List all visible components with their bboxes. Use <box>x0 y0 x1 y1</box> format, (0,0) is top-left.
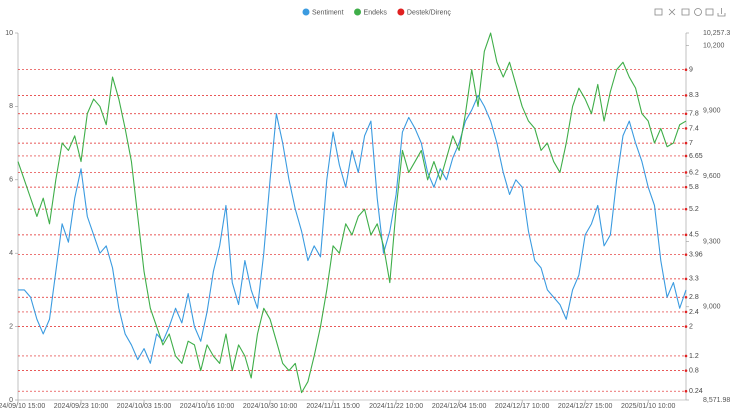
y2-tick-label: 8,571.98 <box>703 397 730 404</box>
x-tick-label: 2024/12/04 15:00 <box>432 403 487 410</box>
x-tick-label: 2024/12/17 10:00 <box>495 403 550 410</box>
reference-end <box>684 295 688 299</box>
y-tick-label: 4 <box>9 250 13 257</box>
reference-end <box>684 369 688 372</box>
reference-end <box>684 127 688 130</box>
refresh-icon[interactable] <box>694 8 702 16</box>
y2-tick-label: 9,000 <box>703 304 721 311</box>
zoom-reset-icon[interactable] <box>668 8 676 16</box>
reference-label: 7.8 <box>689 111 699 118</box>
reference-end <box>684 68 688 71</box>
x-tick-label: 2024/10/03 15:00 <box>117 403 172 410</box>
y-tick-label: 2 <box>9 323 13 330</box>
restore-icon[interactable] <box>681 8 690 16</box>
reference-label: 9 <box>689 67 693 74</box>
legend-label: Endeks <box>364 9 388 16</box>
reference-label: 2.4 <box>689 309 699 316</box>
reference-label: 5.8 <box>689 184 699 191</box>
zoom-icon[interactable] <box>654 8 663 16</box>
legend-label: Sentiment <box>312 9 344 16</box>
y-tick-label: 0 <box>9 397 13 404</box>
series-line <box>18 94 687 364</box>
legend-swatch <box>354 8 362 16</box>
reference-label: 3.96 <box>689 252 703 259</box>
reference-end <box>684 310 688 314</box>
x-tick-label: 2025/01/10 10:00 <box>621 403 676 410</box>
y-tick-label: 6 <box>9 177 13 184</box>
x-tick-label: 2024/11/11 15:00 <box>306 403 360 410</box>
reference-end <box>684 253 688 256</box>
dataview-icon[interactable] <box>705 8 714 16</box>
x-tick-label: 2024/10/16 10:00 <box>180 403 235 410</box>
legend-swatch <box>397 8 405 16</box>
reference-label: 6.65 <box>689 153 703 160</box>
save-icon[interactable] <box>717 8 726 17</box>
y2-tick-label: 9,300 <box>703 238 721 245</box>
toolbar <box>654 8 726 17</box>
legend: Sentiment Endeks Destek/Direnç <box>302 8 451 16</box>
y-tick-label: 10 <box>5 30 13 37</box>
reference-end <box>684 185 688 189</box>
legend-label: Destek/Direnç <box>407 9 451 16</box>
reference-end <box>684 94 688 97</box>
reference-end <box>684 141 688 145</box>
x-tick-label: 2024/09/23 10:00 <box>54 403 109 410</box>
y2-tick-label: 9,900 <box>703 108 721 115</box>
x-tick-label: 2024/12/27 15:00 <box>558 403 613 410</box>
reference-label: 7 <box>689 140 693 147</box>
reference-label: 4.5 <box>689 232 699 239</box>
reference-end <box>684 325 688 328</box>
reference-label: 8.3 <box>689 92 699 99</box>
y2-tick-label: 9,600 <box>703 173 721 180</box>
reference-end <box>684 112 688 116</box>
reference-end <box>684 354 688 358</box>
reference-label: 7.4 <box>689 125 699 132</box>
reference-end <box>684 207 688 211</box>
reference-label: 0.8 <box>689 367 699 374</box>
reference-label: 1.2 <box>689 353 699 360</box>
reference-end <box>684 171 688 174</box>
x-tick-label: 2024/10/30 10:00 <box>243 403 298 410</box>
reference-end <box>684 277 688 281</box>
reference-end <box>684 389 688 393</box>
reference-label: 6.2 <box>689 169 699 176</box>
reference-label: 0.24 <box>689 388 703 395</box>
x-tick-label: 2024/09/10 15:00 <box>0 403 45 410</box>
legend-swatch <box>302 8 310 16</box>
y-tick-label: 8 <box>9 103 13 110</box>
reference-label: 5.2 <box>689 206 699 213</box>
y2-tick-label: 10,257.3 <box>703 30 730 37</box>
x-tick-label: 2024/11/22 10:00 <box>369 403 423 410</box>
series-line <box>17 32 687 394</box>
reference-label: 2 <box>689 323 693 330</box>
reference-label: 2.8 <box>689 294 699 301</box>
y2-tick-label: 10,200 <box>703 42 725 49</box>
reference-end <box>684 233 688 237</box>
reference-end <box>684 154 688 158</box>
reference-label: 3.3 <box>689 276 699 283</box>
